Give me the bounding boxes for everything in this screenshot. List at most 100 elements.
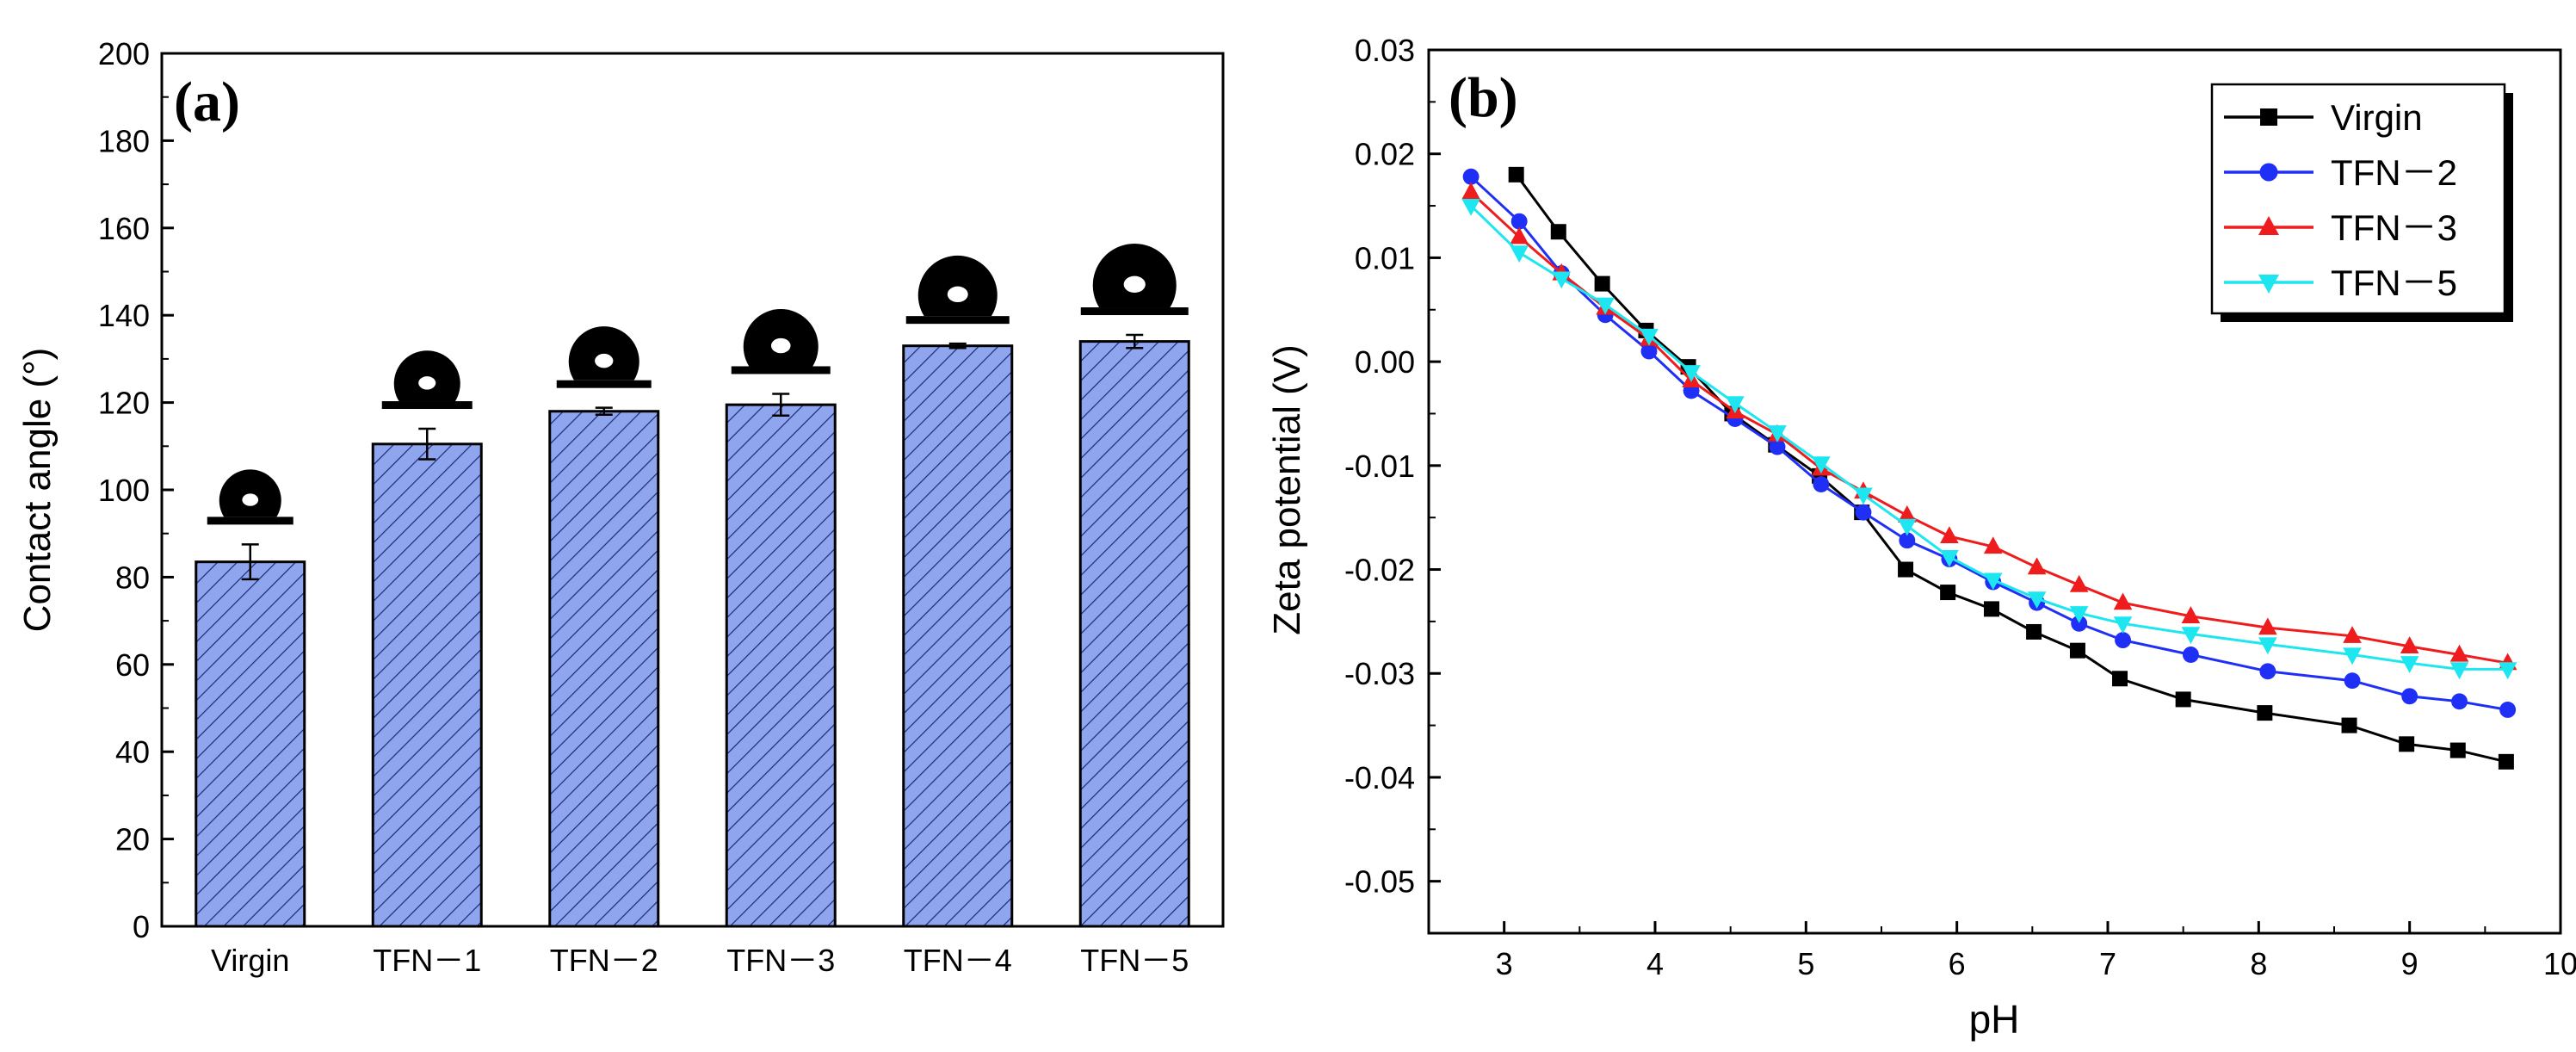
marker-triangle-up <box>2343 626 2362 643</box>
marker-triangle-down <box>1768 425 1787 442</box>
plot-frame-a <box>160 52 1225 928</box>
droplet-icons-a <box>207 243 1189 525</box>
y-tick-label-a: 200 <box>98 36 150 71</box>
y-tick-label-b: -0.03 <box>1344 656 1415 691</box>
series-line <box>1470 191 2508 665</box>
x-tick-label-a: TFN－4 <box>904 943 1012 978</box>
y-tick-label-b: -0.02 <box>1344 553 1415 588</box>
marker-triangle-up <box>2449 644 2469 662</box>
marker-triangle-down <box>2498 662 2517 680</box>
marker-triangle-up <box>2069 574 2089 592</box>
x-tick-label-b: 5 <box>1797 946 1814 981</box>
plot-frame-b <box>1427 48 2562 935</box>
marker-triangle-up <box>1461 182 1480 200</box>
x-tick-label-b: 3 <box>1496 946 1513 981</box>
y-axis-a: 0 20 40 60 80 100 120 140 160 180 200 <box>98 36 174 944</box>
droplet-substrate <box>556 380 652 388</box>
marker-triangle-up <box>1898 505 1917 523</box>
marker-triangle-down <box>1726 396 1745 414</box>
droplet-substrate <box>731 366 831 374</box>
marker-circle <box>2344 672 2361 690</box>
y-tick-label-a: 120 <box>98 386 150 421</box>
bar <box>195 560 306 928</box>
legend-item: TFN－2 <box>2224 152 2457 193</box>
marker-triangle-up <box>2258 617 2277 635</box>
droplet-icon <box>905 255 1010 325</box>
droplet-substrate <box>381 401 473 410</box>
marker-triangle-up <box>1510 226 1529 244</box>
marker-triangle-up <box>1983 536 2003 554</box>
droplet-icon <box>1080 243 1189 316</box>
marker-square <box>2257 705 2273 721</box>
marker-triangle-down <box>2449 662 2469 680</box>
x-axis-b: 3 4 5 6 7 8 9 10 <box>1496 921 2576 981</box>
marker-circle <box>2115 632 2131 649</box>
marker-triangle-down <box>2113 616 2133 634</box>
marker-square <box>1898 561 1914 578</box>
droplet-shape <box>393 350 460 402</box>
y-tick-label-a: 0 <box>133 909 150 944</box>
y-axis-title-a: Contact angle (°) <box>16 348 59 633</box>
series-b <box>1461 166 2517 770</box>
x-tick-label-a: TFN－3 <box>726 943 835 978</box>
marker-square <box>1940 585 1956 601</box>
marker-triangle-down <box>1552 271 1572 289</box>
marker-square <box>2498 753 2514 770</box>
legend-b: Virgin TFN－2 TFN－3 TFN－5 <box>2210 83 2513 322</box>
bar <box>548 410 660 928</box>
marker-square <box>1508 166 1524 183</box>
droplet-shape <box>917 255 998 317</box>
droplet-highlight <box>242 493 259 506</box>
marker-triangle-up <box>2400 636 2419 653</box>
series-line <box>1470 205 2508 671</box>
marker-circle <box>2499 702 2517 718</box>
marker-square <box>1550 224 1566 240</box>
x-tick-label-b: 4 <box>1646 946 1664 981</box>
y-tick-label-b: -0.01 <box>1344 449 1415 484</box>
y-tick-label-b: 0.02 <box>1355 137 1415 172</box>
marker-triangle-down <box>2400 656 2419 673</box>
series-tfn-5 <box>1461 198 2517 680</box>
marker-triangle-up <box>2027 557 2047 575</box>
legend-item: Virgin <box>2224 97 2423 138</box>
legend-label: Virgin <box>2331 97 2423 138</box>
legend-label: TFN－5 <box>2331 263 2457 303</box>
x-tick-label-b: 8 <box>2250 946 2267 981</box>
marker-circle <box>1769 438 1786 455</box>
panel-b-zeta-potential-chart: (b) 0.03 0.02 0.01 0.00 -0.01 -0.02 -0.03 -0.04… <box>1266 33 2576 1042</box>
marker-triangle-down <box>1682 365 1701 382</box>
x-tick-label-a: TFN－2 <box>550 943 658 978</box>
droplet-shape <box>568 326 639 381</box>
marker-square <box>2341 717 2357 733</box>
y-tick-label-a: 60 <box>115 647 150 683</box>
marker-circle <box>2259 163 2278 182</box>
droplet-highlight <box>418 376 436 390</box>
y-tick-label-a: 180 <box>98 123 150 158</box>
y-tick-label-a: 20 <box>115 822 150 857</box>
marker-circle <box>1899 532 1916 549</box>
marker-square <box>2112 671 2128 687</box>
droplet-substrate <box>905 316 1010 325</box>
marker-triangle-up <box>2113 592 2133 610</box>
droplet-shape <box>219 469 281 517</box>
series-line <box>1470 176 2508 711</box>
droplet-shape <box>1092 243 1177 308</box>
marker-circle <box>2071 615 2088 632</box>
legend-item: TFN－3 <box>2224 207 2457 248</box>
marker-triangle-down <box>1898 518 1917 536</box>
marker-circle <box>1640 343 1658 360</box>
droplet-substrate <box>207 517 293 525</box>
x-axis-title-b: pH <box>1969 997 2020 1042</box>
droplet-icon <box>556 326 652 388</box>
y-axis-title-b: Zeta potential (V) <box>1266 344 1308 635</box>
y-tick-label-b: 0.00 <box>1355 344 1415 380</box>
marker-triangle-down <box>1812 456 1831 474</box>
marker-circle <box>1813 476 1830 493</box>
y-tick-label-a: 100 <box>98 473 150 508</box>
marker-triangle-up <box>2181 606 2201 623</box>
marker-circle <box>2259 663 2276 680</box>
x-tick-label-b: 6 <box>1949 946 1966 981</box>
legend-label: TFN－3 <box>2331 207 2457 248</box>
droplet-icon <box>731 309 831 374</box>
x-tick-label-a: TFN－1 <box>373 943 481 978</box>
